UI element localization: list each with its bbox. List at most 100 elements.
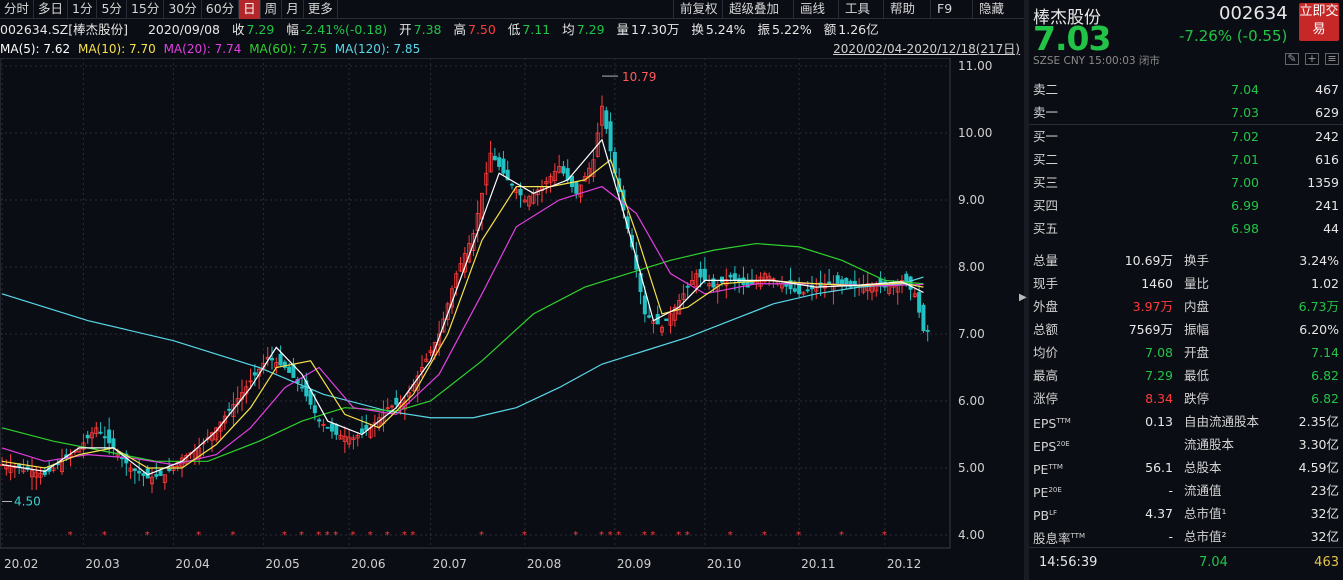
candle-body <box>595 132 600 157</box>
level-volume: 1359 <box>1307 175 1339 190</box>
candle-body <box>570 175 575 188</box>
candle-body <box>492 155 497 161</box>
fund-label-2: 总市值¹ <box>1184 506 1227 521</box>
candle-body <box>505 169 510 181</box>
fundamental-row: EPS20E 流通股本 3.30亿 <box>1029 433 1343 456</box>
level-price: 7.04 <box>1231 82 1259 97</box>
fund-label-2: 流通值 <box>1184 483 1222 498</box>
candle-body <box>750 281 755 285</box>
period-tab[interactable]: 分时 <box>0 0 35 19</box>
period-tab[interactable]: 30分 <box>164 0 202 19</box>
collapse-arrow-icon[interactable]: ▶ <box>1019 292 1027 303</box>
close-value: 7.29 <box>246 22 275 37</box>
stat-label: 外盘 <box>1033 299 1059 314</box>
fundamental-row: 股息率TTM - 总市值² 32亿 <box>1029 525 1343 548</box>
last-price: 7.03 <box>1033 19 1111 58</box>
period-tab[interactable]: 60分 <box>202 0 240 19</box>
list-icon[interactable]: ≡ <box>1325 53 1339 65</box>
event-star-marker: * <box>402 530 407 541</box>
candle-body <box>81 442 86 450</box>
date-range-label[interactable]: 2020/02/04-2020/12/18(217日) <box>833 42 1020 56</box>
candle-body <box>278 353 283 366</box>
candle-body <box>51 467 56 471</box>
stat-row: 现手 1460 量比 1.02 <box>1029 272 1343 295</box>
candle-body <box>445 303 450 320</box>
period-tab[interactable]: 多日 <box>34 0 69 19</box>
stat-row: 总量 10.69万 换手 3.24% <box>1029 249 1343 272</box>
event-star-marker: * <box>196 530 201 541</box>
ask-row[interactable]: 卖二 7.04 467 <box>1029 78 1343 101</box>
hide-button[interactable]: 隐藏 <box>972 0 1010 19</box>
stat-label: 量比 <box>1184 276 1210 291</box>
period-tab[interactable]: 月 <box>282 0 304 19</box>
bid-row[interactable]: 买四 6.99 241 <box>1029 194 1343 217</box>
stat-row: 外盘 3.97万 内盘 6.73万 <box>1029 295 1343 318</box>
fund-value-2: 4.59亿 <box>1298 460 1339 475</box>
event-star-marker: * <box>479 530 484 541</box>
symbol-label: 002634.SZ[棒杰股份] <box>0 22 128 37</box>
tools-button[interactable]: 工具 <box>838 0 876 19</box>
edit-icon[interactable]: ✎ <box>1285 53 1299 65</box>
candle-body <box>552 171 557 182</box>
trade-button[interactable]: 立即交易 <box>1299 3 1339 41</box>
book-separator <box>1029 124 1343 125</box>
candle-body <box>518 189 523 196</box>
period-tab[interactable]: 5分 <box>97 0 127 19</box>
amount-value: 1.26亿 <box>838 22 879 37</box>
period-tab[interactable]: 日 <box>239 0 261 19</box>
candle-body <box>488 152 493 173</box>
candle-body <box>321 424 326 426</box>
draw-button[interactable]: 画线 <box>793 0 831 19</box>
fund-label-sup: LF <box>1049 509 1058 517</box>
candle-body <box>347 436 352 445</box>
f9-button[interactable]: F9 <box>930 0 958 19</box>
candle-body <box>707 283 712 287</box>
fund-label-sup: TTM <box>1070 532 1085 540</box>
candle-body <box>797 284 802 295</box>
level-label: 卖一 <box>1033 105 1059 120</box>
y-tick-label: 11.00 <box>958 59 992 73</box>
candle-body <box>835 275 840 285</box>
candle-body <box>711 278 716 288</box>
candle-body <box>805 289 810 292</box>
level-label: 买二 <box>1033 152 1059 167</box>
x-tick-label: 20.04 <box>175 557 209 571</box>
candle-body <box>548 176 553 183</box>
fund-value-2: 2.35亿 <box>1298 414 1339 429</box>
vol-label: 量 <box>616 22 630 37</box>
candle-body <box>501 158 506 174</box>
candle-body <box>325 426 330 429</box>
period-tab[interactable]: 1分 <box>68 0 98 19</box>
fund-label-2: 流通股本 <box>1184 437 1235 452</box>
low-annotation: 4.50 <box>14 495 41 509</box>
candle-body <box>424 358 429 362</box>
help-button[interactable]: 帮助 <box>883 0 921 19</box>
bid-row[interactable]: 买三 7.00 1359 <box>1029 171 1343 194</box>
candle-body <box>437 333 442 346</box>
fund-value: - <box>1168 529 1173 544</box>
stat-value: 6.73万 <box>1298 299 1339 314</box>
period-tab[interactable]: 更多 <box>304 0 338 19</box>
level-volume: 616 <box>1315 152 1339 167</box>
period-tab[interactable]: 15分 <box>127 0 165 19</box>
candle-body <box>690 279 695 285</box>
kline-chart[interactable]: 11.00 10.00 9.00 8.00 7.00 6.00 5.00 4.00 20.02 2… <box>0 58 1019 580</box>
bid-row[interactable]: 买五 6.98 44 <box>1029 217 1343 240</box>
period-tab[interactable]: 周 <box>261 0 283 19</box>
candle-body <box>771 278 776 281</box>
ma120-legend: MA(120): 7.85 <box>334 42 421 56</box>
candle-body <box>252 372 257 376</box>
candle-body <box>591 159 596 177</box>
bid-row[interactable]: 买一 7.02 242 <box>1029 125 1343 148</box>
period-toolbar: 分时 多日 1分 5分 15分 30分 60分日周月更多 <box>0 0 1024 19</box>
forward-adjust-button[interactable]: 前复权 <box>673 0 724 19</box>
bid-row[interactable]: 买二 7.01 616 <box>1029 148 1343 171</box>
avg-label: 均 <box>562 22 575 37</box>
stat-label: 总量 <box>1033 253 1059 268</box>
ask-row[interactable]: 卖一 7.03 629 <box>1029 101 1343 124</box>
overlay-button[interactable]: 超级叠加 <box>722 0 785 19</box>
candle-body <box>720 276 725 283</box>
stat-value: 8.34 <box>1145 391 1173 406</box>
candle-body <box>642 295 647 315</box>
add-icon[interactable]: + <box>1305 53 1319 65</box>
